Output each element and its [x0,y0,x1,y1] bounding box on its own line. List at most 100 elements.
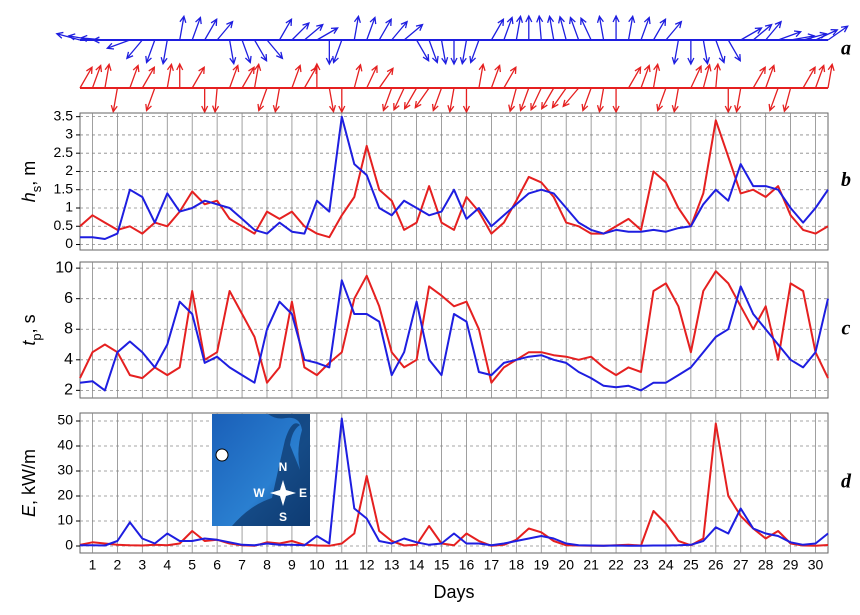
x-tick-label: 3 [138,557,146,573]
y-label-symbol: t [19,340,39,346]
direction-arrow [581,87,592,112]
direction-arrow [525,14,533,40]
direction-arrow [536,14,544,41]
y-axis-label: tp, s [19,314,44,345]
x-tick-label: 6 [213,557,221,573]
direction-arrow [428,39,439,64]
direction-arrow [814,64,826,89]
direction-arrow [403,23,424,41]
y-axis-label: E, kW/m [19,449,39,517]
x-tick-label: 8 [263,557,271,573]
y-tick-label: 2 [65,162,73,178]
direction-arrow [558,15,567,41]
x-tick-label: 18 [509,557,525,573]
site-marker [215,448,229,462]
direction-arrow [129,64,140,89]
direction-arrow [459,39,468,66]
direction-arrow [640,16,651,41]
direction-arrow [191,16,202,41]
x-tick-label: 17 [484,557,500,573]
direction-arrow [547,14,555,41]
direction-arrow [328,87,337,114]
direction-arrow [478,62,486,89]
direction-arrow [179,14,187,41]
direction-arrow [777,30,803,41]
direction-arrow [815,29,839,41]
compass-w: W [253,486,265,500]
direction-arrow [378,17,392,41]
direction-arrow [382,87,393,112]
x-tick-label: 14 [409,557,425,573]
x-tick-label: 27 [733,557,749,573]
x-axis-label: Days [433,582,474,602]
direction-arrow [580,16,592,41]
direction-arrow [702,39,711,66]
plot-frame [79,412,829,554]
y-tick-label: 40 [57,437,73,453]
x-tick-label: 25 [683,557,699,573]
direction-arrow [447,87,455,114]
direction-arrow [656,87,667,112]
direction-arrow [713,62,721,89]
direction-arrow [671,39,680,66]
direction-arrow [366,16,377,41]
y-tick-label: 8 [64,320,73,337]
direction-arrow [727,39,741,63]
direction-arrow [519,87,530,112]
compass-rose [270,480,296,506]
x-tick-label: 28 [758,557,774,573]
y-label-subscript: s [29,185,44,192]
direction-arrow [228,39,237,66]
x-tick-label: 15 [434,557,450,573]
x-tick-label: 11 [335,557,350,573]
compass-n: N [279,460,288,474]
direction-arrow [353,14,361,41]
y-tick-label: 20 [57,487,73,503]
direction-arrow [241,65,255,89]
series-line [79,422,829,547]
x-tick-label: 4 [163,557,171,573]
direction-arrow [303,65,318,89]
x-tick-label: 24 [658,557,674,573]
direction-arrow [431,87,443,112]
direction-arrow [366,64,378,89]
y-label-unit: , s [19,314,39,333]
direction-arrow [508,87,517,113]
x-tick-label: 1 [89,557,97,573]
direction-arrow [490,17,505,41]
direction-arrow [141,65,156,89]
y-axis-label: hs, m [19,161,44,203]
direction-arrow [462,88,471,114]
direction-arrow [201,88,209,114]
direction-arrow [612,14,620,40]
series-line [79,119,829,239]
direction-arrow [110,87,119,114]
y-label-subscript: p [29,333,44,340]
direction-arrow [752,65,766,89]
direction-arrow [291,22,310,41]
direction-arrow [702,63,712,89]
direction-arrow [125,39,143,60]
y-tick-label: 30 [57,462,73,478]
direction-arrow [216,20,234,41]
x-tick-label: 23 [633,557,649,573]
series-line [80,115,829,240]
direction-arrow [569,16,580,41]
direction-arrow [490,64,502,89]
y-tick-label: 3 [65,126,73,142]
y-label-unit: , m [19,161,39,186]
panel-label: d [841,471,852,493]
panel-label: a [841,38,851,60]
direction-arrow [291,64,302,89]
y-tick-label: 0 [65,235,73,251]
direction-arrow [278,17,293,41]
plot-frame [79,261,829,399]
direction-arrow [55,31,81,41]
direction-arrow [257,87,268,112]
direction-arrow [652,62,661,89]
direction-arrow [145,87,156,112]
direction-arrow [166,62,174,89]
direction-arrow [414,87,430,109]
direction-arrow [541,87,555,111]
